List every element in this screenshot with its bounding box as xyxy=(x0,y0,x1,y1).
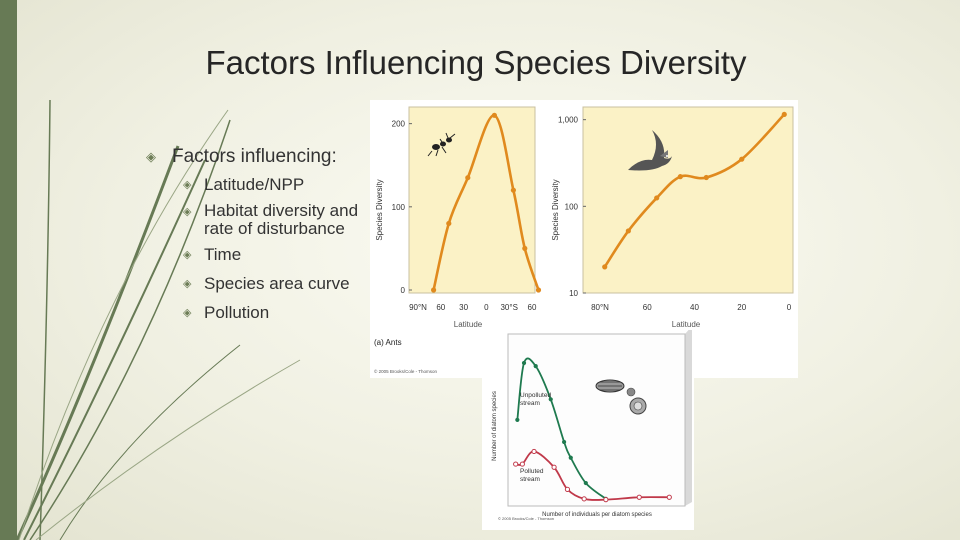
diatom-x-axis-label: Number of individuals per diatom species xyxy=(542,512,652,518)
ants-data-point xyxy=(510,187,516,193)
unpolluted-data-point xyxy=(515,417,520,422)
birds-data-point xyxy=(602,264,608,270)
sub-bullet: ◈ Time xyxy=(183,245,364,265)
diamond-arrow-icon: ◈ xyxy=(146,149,156,164)
polluted-data-point xyxy=(519,461,525,467)
unpolluted-label: stream xyxy=(520,400,540,407)
birds-x-tick-label: 20 xyxy=(737,303,746,312)
bird-icon xyxy=(628,130,672,171)
ants-x-tick-label: 30°S xyxy=(500,303,517,312)
polluted-label: Polluted xyxy=(520,468,544,475)
birds-data-point xyxy=(654,195,660,201)
diatom-credit: © 2005 Brooks/Cole - Thomson xyxy=(498,516,554,521)
birds-y-tick-label: 100 xyxy=(565,202,579,211)
sub-bullet: ◈ Latitude/NPP xyxy=(183,175,364,195)
ants-x-tick-label: 30 xyxy=(459,303,468,312)
diatom-plot-area xyxy=(507,333,686,507)
bullet-main: ◈ Factors influencing: xyxy=(146,146,364,168)
unpolluted-data-point xyxy=(583,480,588,486)
ants-data-point xyxy=(446,220,452,227)
polluted-data-point xyxy=(603,497,609,503)
unpolluted-data-point xyxy=(533,364,538,369)
polluted-data-point xyxy=(636,494,642,500)
ants-y-tick-label: 100 xyxy=(392,203,406,212)
figure-caption: (a) Ants xyxy=(374,338,402,347)
birds-plot-area xyxy=(582,106,794,294)
diamond-arrow-icon: ◈ xyxy=(183,307,192,319)
birds-y-tick-label: 1,000 xyxy=(558,116,579,125)
unpolluted-data-point xyxy=(521,360,527,366)
ants-data-point xyxy=(535,287,542,293)
birds-y-axis-label: Species Diversity xyxy=(551,179,560,240)
birds-chart: 1,000 100 10 80°N 60 40 20 0 Latitude Species Div… xyxy=(551,111,792,329)
ants-data-point xyxy=(491,112,497,118)
figure-credit: © 2005 Brooks/Cole - Thomson xyxy=(374,368,438,374)
polluted-data-point xyxy=(581,496,587,502)
accent-bar xyxy=(0,0,17,540)
birds-x-axis-label: Latitude xyxy=(672,320,701,329)
sub-bullet: ◈ Species area curve xyxy=(183,274,364,294)
polluted-data-point xyxy=(513,461,519,467)
ants-data-point xyxy=(522,245,528,252)
polluted-label: stream xyxy=(520,476,540,483)
slide-title: Factors Influencing Species Diversity xyxy=(205,44,747,81)
ants-plot-area xyxy=(408,106,536,294)
birds-data-point xyxy=(703,174,709,181)
diamond-arrow-icon: ◈ xyxy=(183,179,192,191)
ants-y-axis-label: Species Diversity xyxy=(375,179,384,240)
unpolluted-data-point xyxy=(562,439,567,445)
figure-diatoms: Unpolluted stream Polluted stream Number of … xyxy=(482,326,694,535)
birds-y-tick-label: 10 xyxy=(569,289,578,298)
unpolluted-data-point xyxy=(548,397,553,402)
sub-bullet-text: Species area curve xyxy=(204,274,350,293)
polluted-data-point xyxy=(551,464,557,470)
diatom-y-axis-label: Number of diatom species xyxy=(492,391,498,461)
birds-x-tick-label: 0 xyxy=(787,303,792,312)
birds-x-tick-label: 80°N xyxy=(591,303,609,312)
ant-icon xyxy=(427,132,456,157)
unpolluted-data-point xyxy=(568,455,573,460)
sub-bullet: ◈ Habitat diversity and rate of disturba… xyxy=(183,202,364,238)
birds-data-point xyxy=(739,156,745,162)
ants-x-tick-label: 90°N xyxy=(409,303,427,312)
diamond-arrow-icon: ◈ xyxy=(183,249,192,261)
unpolluted-label: Unpolluted xyxy=(520,392,551,399)
ants-x-tick-label: 60 xyxy=(528,303,537,312)
ants-y-tick-label: 0 xyxy=(401,286,406,295)
polluted-data-point xyxy=(564,486,571,492)
bullet-main-text: Factors influencing: xyxy=(172,146,337,167)
polluted-data-point xyxy=(666,494,672,500)
ants-x-tick-label: 0 xyxy=(484,303,489,312)
ants-x-axis-label: Latitude xyxy=(454,320,483,329)
sub-bullet-text: Latitude/NPP xyxy=(204,175,305,194)
sub-bullet-text: Pollution xyxy=(204,303,270,322)
birds-data-point xyxy=(781,111,787,118)
diamond-arrow-icon: ◈ xyxy=(183,206,192,218)
ants-data-point xyxy=(431,287,437,293)
sub-bullet: ◈ Pollution xyxy=(183,303,364,323)
sub-bullet-text: Time xyxy=(204,245,242,264)
birds-x-tick-label: 40 xyxy=(690,303,699,312)
ants-x-tick-label: 60 xyxy=(436,303,445,312)
diamond-arrow-icon: ◈ xyxy=(183,278,192,290)
diatom-icon xyxy=(595,379,647,415)
decorative-lines xyxy=(15,99,301,540)
ants-y-tick-label: 200 xyxy=(392,120,406,129)
ants-data-point xyxy=(465,175,471,181)
polluted-data-point xyxy=(531,448,537,455)
figure-latitude: 200 100 0 90°N 60 30 0 30°S 60 Latitude Species Di… xyxy=(370,100,798,383)
birds-data-point xyxy=(677,174,683,180)
sub-bullet-text: Habitat diversity and rate of disturbanc… xyxy=(204,201,359,238)
birds-data-point xyxy=(625,228,631,234)
bullet-list: ◈ Factors influencing: ◈ Latitude/NPP ◈ … xyxy=(146,146,364,323)
birds-x-tick-label: 60 xyxy=(643,303,652,312)
